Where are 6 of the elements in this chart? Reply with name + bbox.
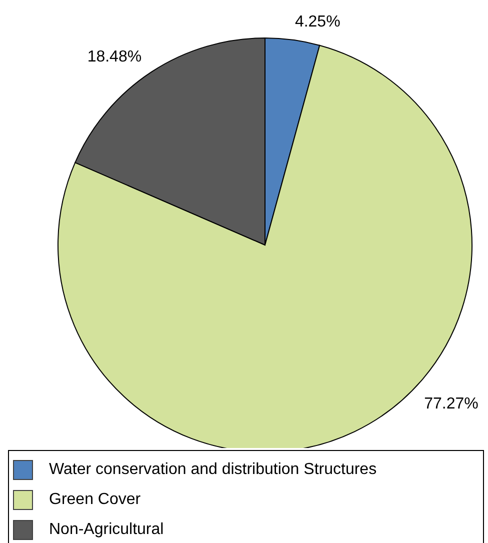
legend-label: Non-Agricultural bbox=[49, 521, 164, 539]
legend-label: Green Cover bbox=[49, 491, 141, 509]
data-label: 18.48% bbox=[87, 48, 142, 66]
data-label: 4.25% bbox=[294, 14, 340, 31]
data-label: 77.27% bbox=[424, 396, 478, 413]
legend-label: Water conservation and distribution Structures bbox=[49, 461, 377, 479]
